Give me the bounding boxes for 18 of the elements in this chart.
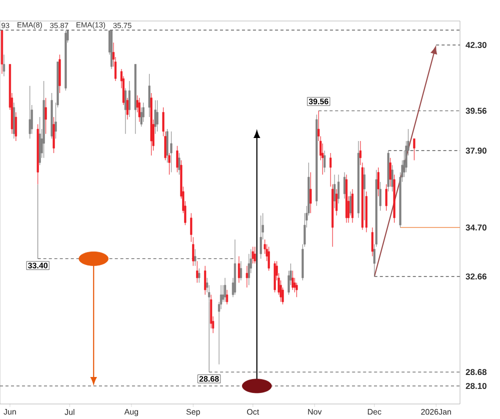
x-tick-label: Aug	[124, 409, 138, 416]
y-tick-label: 32.66	[466, 273, 486, 280]
annotation: 39.56	[308, 98, 328, 104]
x-tick-label: Oct	[247, 409, 260, 415]
x-tick-label: 2026Jan	[421, 409, 451, 415]
y-tick-label: 39.56	[466, 108, 486, 114]
annotation: 28.68	[199, 376, 219, 382]
y-tick-label: 37.90	[466, 148, 486, 154]
y-tick-label: 34.70	[466, 224, 486, 231]
annotation: 33.40	[28, 262, 48, 268]
x-tick-label: Nov	[308, 409, 322, 415]
x-tick-label: Dec	[368, 409, 382, 415]
x-tick-label: Jul	[64, 409, 74, 415]
x-tick-label: Jun	[4, 409, 16, 415]
y-tick-label: 28.68	[466, 369, 487, 376]
y-tick-label: 42.30	[466, 42, 486, 48]
y-tick-label: 28.10	[466, 382, 486, 389]
x-tick-label: Sep	[186, 409, 200, 416]
